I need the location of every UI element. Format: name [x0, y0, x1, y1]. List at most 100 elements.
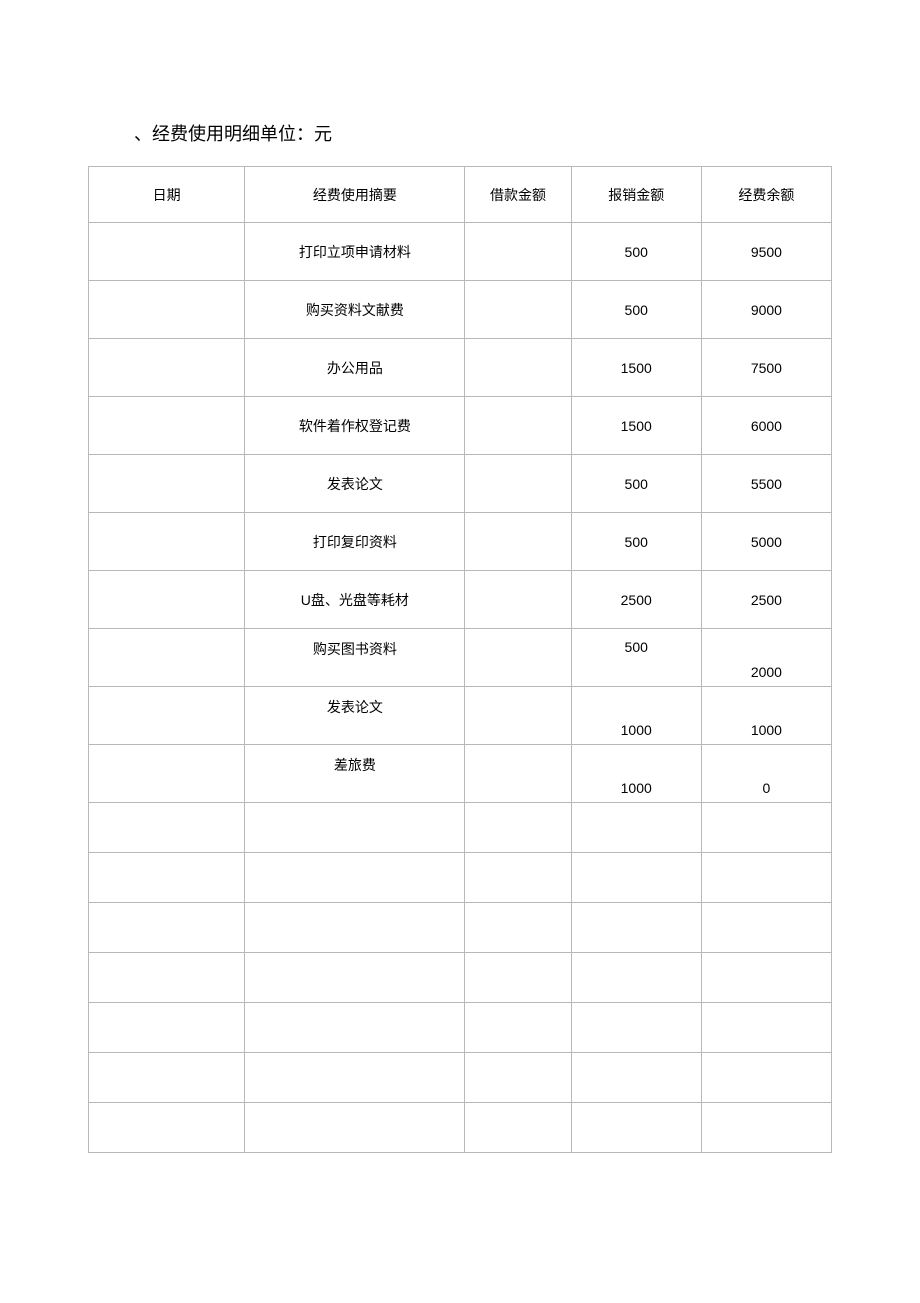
cell-loan	[465, 223, 571, 281]
cell-reimburse	[571, 1003, 701, 1053]
cell-reimburse: 1000	[571, 745, 701, 803]
cell-summary: 打印复印资料	[245, 513, 465, 571]
cell-date	[89, 745, 245, 803]
cell-summary	[245, 953, 465, 1003]
cell-loan	[465, 853, 571, 903]
cell-date	[89, 223, 245, 281]
cell-balance: 2000	[701, 629, 831, 687]
col-header-balance: 经费余额	[701, 167, 831, 223]
cell-summary	[245, 853, 465, 903]
cell-balance: 7500	[701, 339, 831, 397]
cell-balance: 9000	[701, 281, 831, 339]
cell-loan	[465, 1003, 571, 1053]
cell-balance	[701, 853, 831, 903]
cell-date	[89, 853, 245, 903]
cell-balance	[701, 953, 831, 1003]
col-header-date: 日期	[89, 167, 245, 223]
cell-loan	[465, 903, 571, 953]
cell-reimburse: 500	[571, 281, 701, 339]
cell-reimburse	[571, 903, 701, 953]
cell-summary: U盘、光盘等耗材	[245, 571, 465, 629]
cell-reimburse	[571, 953, 701, 1003]
cell-summary: 差旅费	[245, 745, 465, 803]
table-row: 发表论文 5005500	[89, 455, 832, 513]
cell-loan	[465, 687, 571, 745]
cell-reimburse: 500	[571, 223, 701, 281]
cell-summary	[245, 1003, 465, 1053]
cell-summary: 发表论文	[245, 455, 465, 513]
cell-balance	[701, 1053, 831, 1103]
cell-balance: 2500	[701, 571, 831, 629]
cell-date	[89, 455, 245, 513]
cell-summary	[245, 1103, 465, 1153]
cell-loan	[465, 397, 571, 455]
cell-reimburse	[571, 853, 701, 903]
cell-loan	[465, 745, 571, 803]
cell-reimburse: 2500	[571, 571, 701, 629]
page-title: 、经费使用明细单位：元	[134, 120, 832, 146]
table-row	[89, 853, 832, 903]
table-row: 购买资料文献费 5009000	[89, 281, 832, 339]
cell-summary: 发表论文	[245, 687, 465, 745]
cell-summary	[245, 1053, 465, 1103]
table-row	[89, 1003, 832, 1053]
cell-date	[89, 687, 245, 745]
table-row: 软件着作权登记费15006000	[89, 397, 832, 455]
cell-summary: 购买资料文献费	[245, 281, 465, 339]
cell-summary: 购买图书资料	[245, 629, 465, 687]
cell-summary: 软件着作权登记费	[245, 397, 465, 455]
cell-loan	[465, 455, 571, 513]
cell-reimburse: 1500	[571, 397, 701, 455]
cell-balance	[701, 1003, 831, 1053]
cell-loan	[465, 953, 571, 1003]
cell-date	[89, 281, 245, 339]
table-row: U盘、光盘等耗材 25002500	[89, 571, 832, 629]
cell-balance: 0	[701, 745, 831, 803]
cell-balance: 1000	[701, 687, 831, 745]
cell-balance: 5500	[701, 455, 831, 513]
cell-balance: 5000	[701, 513, 831, 571]
table-row: 购买图书资料5002000	[89, 629, 832, 687]
cell-summary: 办公用品	[245, 339, 465, 397]
cell-date	[89, 339, 245, 397]
table-header-row: 日期 经费使用摘要 借款金额 报销金额 经费余额	[89, 167, 832, 223]
expense-table: 日期 经费使用摘要 借款金额 报销金额 经费余额 打印立项申请材料5009500…	[88, 166, 832, 1153]
cell-reimburse	[571, 803, 701, 853]
cell-loan	[465, 803, 571, 853]
cell-loan	[465, 281, 571, 339]
cell-loan	[465, 1053, 571, 1103]
table-row: 打印立项申请材料 5009500	[89, 223, 832, 281]
table-row	[89, 1053, 832, 1103]
cell-balance	[701, 903, 831, 953]
cell-loan	[465, 1103, 571, 1153]
cell-reimburse: 500	[571, 513, 701, 571]
cell-date	[89, 1053, 245, 1103]
cell-reimburse	[571, 1053, 701, 1103]
cell-reimburse: 1000	[571, 687, 701, 745]
cell-summary: 打印立项申请材料	[245, 223, 465, 281]
cell-loan	[465, 513, 571, 571]
cell-date	[89, 903, 245, 953]
cell-date	[89, 953, 245, 1003]
cell-date	[89, 629, 245, 687]
col-header-summary: 经费使用摘要	[245, 167, 465, 223]
cell-loan	[465, 571, 571, 629]
cell-loan	[465, 339, 571, 397]
table-row	[89, 953, 832, 1003]
cell-balance	[701, 1103, 831, 1153]
cell-loan	[465, 629, 571, 687]
cell-reimburse: 1500	[571, 339, 701, 397]
cell-date	[89, 1003, 245, 1053]
cell-balance: 9500	[701, 223, 831, 281]
table-row	[89, 1103, 832, 1153]
table-row: 发表论文 10001000	[89, 687, 832, 745]
cell-date	[89, 571, 245, 629]
cell-balance	[701, 803, 831, 853]
table-row	[89, 903, 832, 953]
table-row: 差旅费 10000	[89, 745, 832, 803]
cell-date	[89, 513, 245, 571]
cell-summary	[245, 803, 465, 853]
cell-reimburse: 500	[571, 455, 701, 513]
col-header-loan: 借款金额	[465, 167, 571, 223]
col-header-reimburse: 报销金额	[571, 167, 701, 223]
